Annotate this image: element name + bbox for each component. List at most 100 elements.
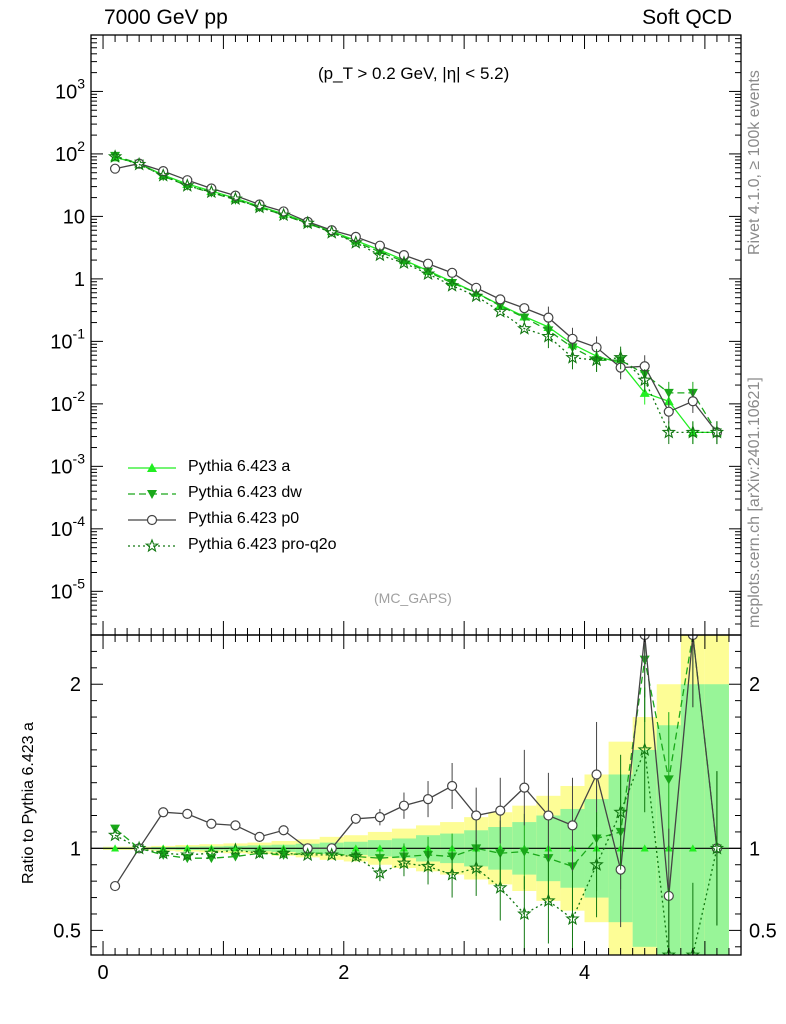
series-line xyxy=(114,162,718,433)
triangle-down-marker xyxy=(230,852,241,862)
star-marker xyxy=(541,328,556,343)
triangle-down-marker xyxy=(663,388,674,398)
circle-marker xyxy=(447,267,458,278)
circle-marker xyxy=(206,183,217,194)
circle-marker xyxy=(182,808,193,819)
circle-marker xyxy=(567,820,578,831)
star-marker xyxy=(565,350,580,364)
triangle-down-marker xyxy=(374,247,385,257)
x-tick-label: 4 xyxy=(579,962,590,984)
star-marker xyxy=(156,168,171,182)
x-tick-label: 0 xyxy=(97,962,108,984)
triangle-down-marker xyxy=(519,313,530,323)
circle-marker xyxy=(278,825,289,836)
circle-marker xyxy=(422,794,434,805)
star-marker xyxy=(493,304,508,318)
analysis-watermark: (MC_GAPS) xyxy=(374,590,452,606)
star-marker xyxy=(204,184,219,199)
circle-marker xyxy=(519,782,530,793)
circle-marker xyxy=(543,810,554,821)
star-marker xyxy=(709,840,725,855)
circle-marker xyxy=(158,807,169,818)
star-marker xyxy=(156,845,171,860)
circle-marker xyxy=(471,810,482,821)
circle-marker xyxy=(591,769,602,780)
star-marker xyxy=(300,215,315,230)
legend-entry-label: Pythia 6.423 dw xyxy=(188,484,302,501)
circle-marker xyxy=(495,294,506,305)
star-marker xyxy=(372,865,388,880)
star-marker xyxy=(637,372,652,387)
star-marker xyxy=(180,178,195,192)
circle-marker xyxy=(495,805,506,816)
series-line xyxy=(114,156,717,434)
ratio-axis-label: Ratio to Pythia 6.423 a xyxy=(20,722,37,884)
triangle-up-marker xyxy=(375,844,384,852)
star-marker xyxy=(589,857,604,871)
star-marker xyxy=(469,860,484,875)
triangle-down-marker xyxy=(374,854,385,864)
ratio-y-tick-label-right: 2 xyxy=(749,674,760,696)
star-marker xyxy=(541,893,556,907)
circle-marker xyxy=(447,780,458,792)
star-marker xyxy=(661,947,676,955)
mcplots-reference-label: mcplots.cern.ch [arXiv:2401.10621] xyxy=(746,377,763,628)
star-marker xyxy=(396,255,412,270)
y-tick-label: 102 xyxy=(55,138,85,166)
star-marker xyxy=(276,845,291,860)
star-marker xyxy=(348,235,363,249)
ratio-series-group xyxy=(107,635,725,955)
series-line xyxy=(114,155,718,433)
star-marker xyxy=(469,288,484,303)
star-marker xyxy=(589,352,604,367)
star-marker xyxy=(637,742,652,756)
triangle-down-marker xyxy=(519,847,530,857)
star-marker xyxy=(420,858,436,873)
circle-marker xyxy=(519,303,530,314)
triangle-up-marker xyxy=(147,463,157,472)
circle-marker xyxy=(398,800,410,811)
ratio-y-tick-label-right: 0.5 xyxy=(749,920,777,942)
star-marker xyxy=(324,224,339,239)
circle-marker xyxy=(206,818,217,829)
star-marker xyxy=(396,855,412,870)
y-tick-label: 10-5 xyxy=(50,575,85,603)
star-marker xyxy=(661,424,676,439)
star-marker xyxy=(517,320,532,335)
ratio-y-tick-label: 2 xyxy=(70,674,81,696)
series-line xyxy=(114,156,717,434)
star-marker xyxy=(180,847,195,862)
circle-marker xyxy=(254,831,265,842)
circle-marker xyxy=(567,333,578,344)
star-marker xyxy=(252,845,267,860)
ratio-y-tick-label-right: 1 xyxy=(749,838,760,860)
star-marker xyxy=(107,827,123,842)
star-marker xyxy=(685,947,701,955)
star-marker xyxy=(709,424,725,439)
beam-energy-label: 7000 GeV pp xyxy=(104,6,228,29)
star-marker xyxy=(613,350,628,364)
star-marker xyxy=(420,266,436,281)
star-marker xyxy=(493,880,508,894)
star-marker xyxy=(444,278,460,292)
y-tick-label: 10-4 xyxy=(50,513,85,541)
circle-marker xyxy=(471,282,482,293)
cut-label: (p_T > 0.2 GeV, |η| < 5.2) xyxy=(318,64,510,83)
circle-marker xyxy=(687,396,698,407)
triangle-down-marker xyxy=(663,775,674,785)
circle-marker xyxy=(109,880,121,892)
rivet-version-label: Rivet 4.1.0, ≥ 100k events xyxy=(746,70,763,255)
ratio-line xyxy=(114,749,718,955)
star-marker xyxy=(613,804,628,819)
circle-marker xyxy=(543,312,554,323)
star-marker xyxy=(517,906,532,921)
star-marker xyxy=(685,424,701,439)
star-marker xyxy=(324,847,339,862)
star-marker xyxy=(131,840,147,855)
legend-entry-label: Pythia 6.423 p0 xyxy=(188,510,300,527)
star-marker xyxy=(300,847,315,862)
ratio-line xyxy=(114,635,718,868)
star-marker xyxy=(276,207,291,222)
triangle-up-marker xyxy=(639,387,650,397)
